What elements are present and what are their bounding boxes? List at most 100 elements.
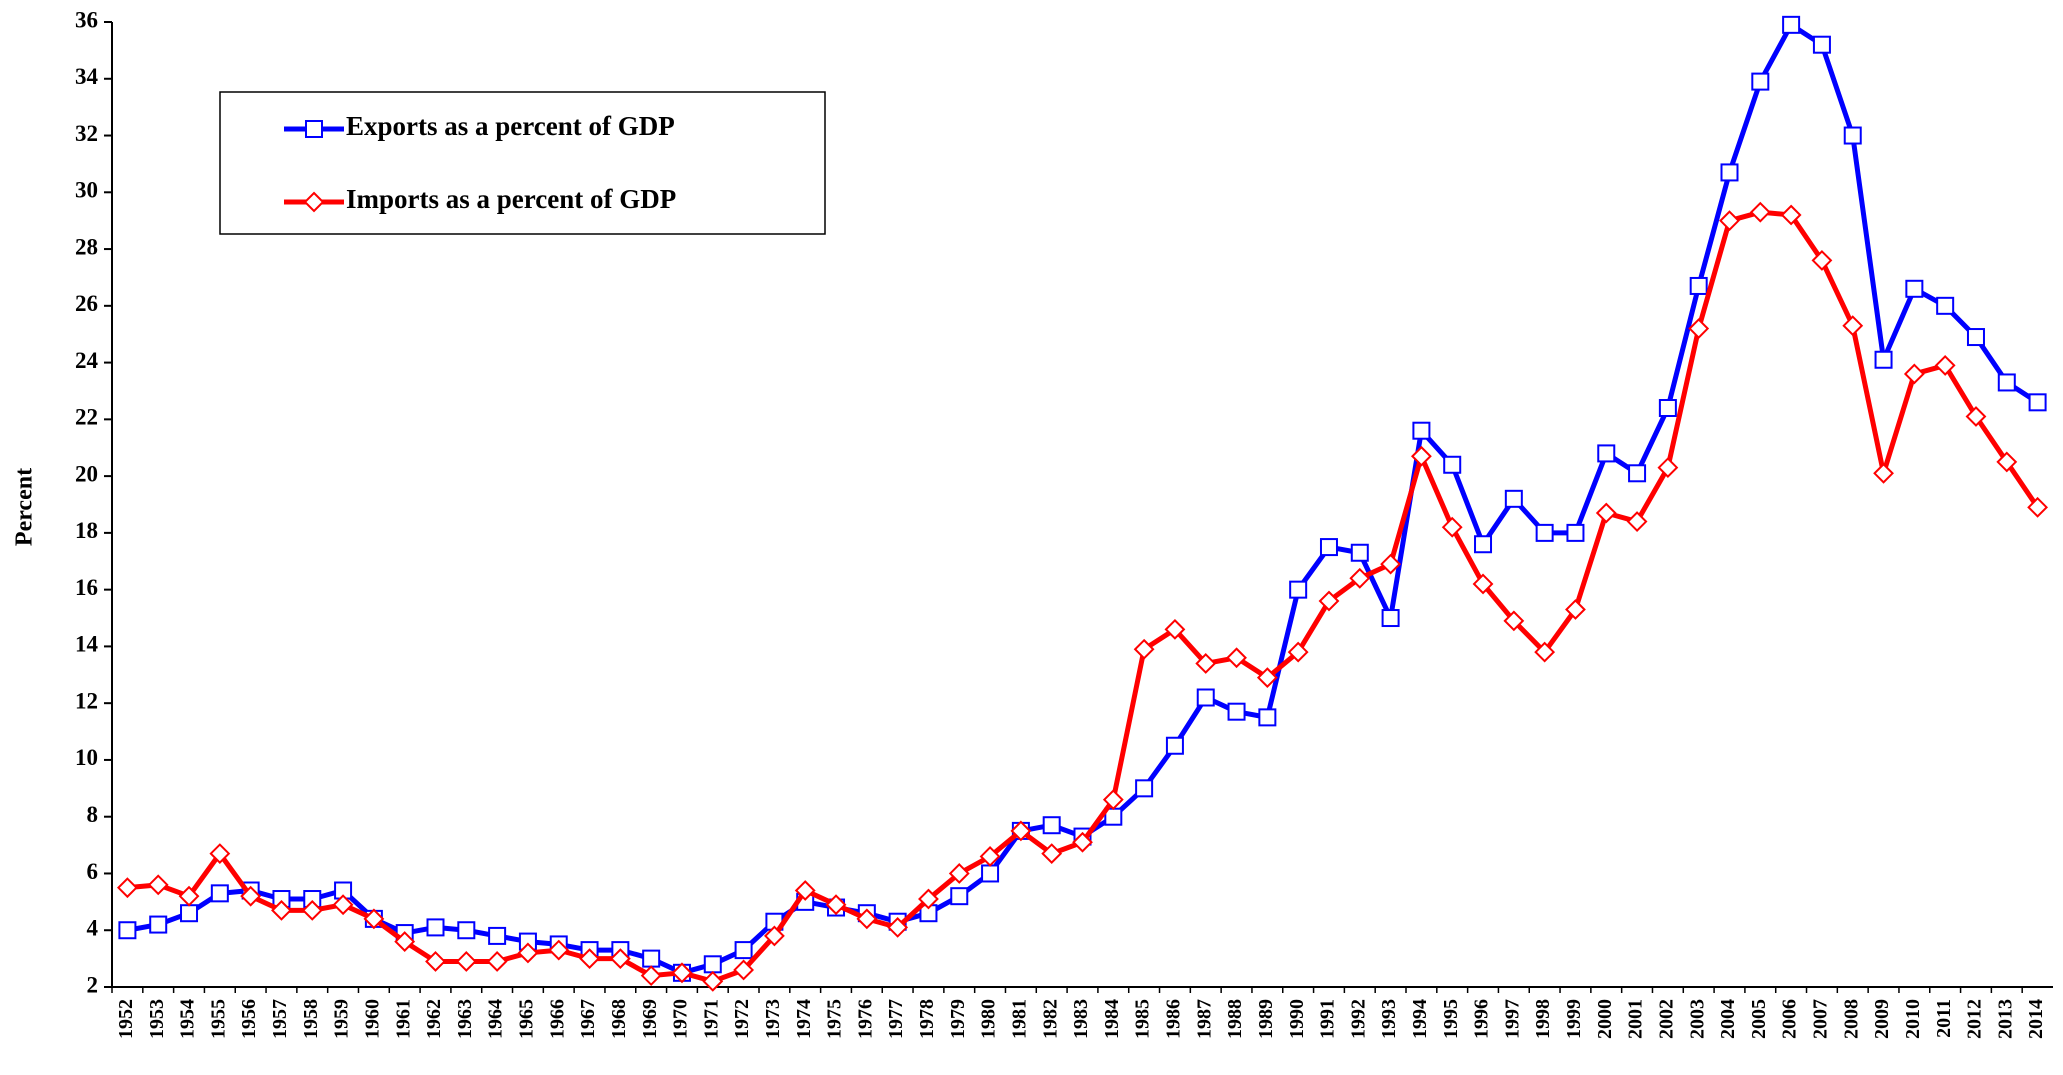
x-tick-label: 1991 xyxy=(1317,999,1339,1039)
x-tick-label: 2011 xyxy=(1933,999,1955,1038)
x-tick-label: 1958 xyxy=(300,999,322,1039)
y-tick-label: 8 xyxy=(87,802,99,827)
marker xyxy=(1965,406,1987,427)
marker xyxy=(1133,638,1155,660)
marker xyxy=(1996,451,2018,473)
marker xyxy=(488,926,507,945)
marker xyxy=(303,191,325,213)
marker xyxy=(116,877,138,899)
marker xyxy=(794,880,816,901)
marker xyxy=(1566,523,1585,542)
marker xyxy=(209,843,231,865)
x-tick-label: 1978 xyxy=(916,999,938,1039)
marker xyxy=(1811,249,1833,271)
series-line xyxy=(127,209,2040,984)
marker xyxy=(271,899,292,921)
marker xyxy=(1472,573,1494,595)
y-tick-label: 6 xyxy=(87,859,99,884)
legend-box xyxy=(219,91,826,235)
marker xyxy=(1812,35,1831,54)
y-tick-label: 24 xyxy=(75,348,99,373)
marker xyxy=(609,948,631,970)
marker xyxy=(548,939,570,961)
y-tick-label: 26 xyxy=(75,291,98,316)
marker xyxy=(1658,399,1677,417)
x-tick-label: 1982 xyxy=(1039,999,1061,1039)
marker xyxy=(1780,204,1802,226)
marker xyxy=(1626,511,1648,532)
x-tick-label: 2010 xyxy=(1902,999,1924,1039)
x-tick-label: 1987 xyxy=(1193,999,1215,1039)
x-tick-label: 1974 xyxy=(793,999,815,1039)
legend-label: Imports as a percent of GDP xyxy=(346,184,676,214)
marker xyxy=(332,894,354,916)
marker xyxy=(1256,667,1278,689)
marker xyxy=(2027,496,2049,518)
y-tick-label: 10 xyxy=(75,745,98,770)
x-tick-label: 1959 xyxy=(331,999,353,1039)
marker xyxy=(579,948,600,970)
marker xyxy=(301,899,323,921)
x-tick-label: 1998 xyxy=(1532,999,1554,1039)
y-tick-label: 36 xyxy=(75,7,98,32)
marker xyxy=(733,959,755,981)
marker xyxy=(1380,553,1402,575)
x-tick-label: 1966 xyxy=(546,999,568,1039)
x-tick-label: 1968 xyxy=(608,999,630,1039)
marker xyxy=(948,863,970,884)
x-tick-label: 1964 xyxy=(485,999,507,1039)
marker xyxy=(486,951,508,972)
x-tick-label: 2000 xyxy=(1594,999,1616,1039)
marker xyxy=(887,916,909,938)
marker xyxy=(1503,610,1525,632)
x-tick-label: 2005 xyxy=(1748,999,1770,1039)
marker xyxy=(1165,736,1184,755)
y-tick-label: 30 xyxy=(75,178,98,203)
y-tick-label: 18 xyxy=(75,518,98,543)
marker xyxy=(305,120,323,138)
marker xyxy=(1597,444,1616,463)
x-tick-label: 1973 xyxy=(762,999,784,1039)
y-axis-label: Percent xyxy=(12,468,38,546)
marker xyxy=(642,949,661,968)
marker xyxy=(1842,315,1864,337)
x-tick-label: 1983 xyxy=(1070,999,1092,1039)
marker xyxy=(1688,318,1710,339)
x-tick-label: 1981 xyxy=(1008,999,1030,1039)
x-tick-label: 1965 xyxy=(516,999,538,1039)
y-tick-label: 34 xyxy=(75,64,99,89)
marker xyxy=(1474,535,1493,554)
x-tick-label: 2006 xyxy=(1779,999,1801,1039)
x-tick-label: 1984 xyxy=(1101,999,1123,1039)
x-tick-label: 2004 xyxy=(1717,999,1739,1039)
marker xyxy=(1997,373,2016,392)
x-tick-label: 1997 xyxy=(1501,999,1523,1039)
marker xyxy=(1903,363,1925,385)
x-tick-label: 2012 xyxy=(1964,999,1986,1039)
marker xyxy=(1287,641,1309,663)
marker xyxy=(210,884,229,903)
x-tick-label: 1952 xyxy=(115,999,137,1039)
marker xyxy=(1719,210,1740,232)
x-tick-label: 1977 xyxy=(885,999,907,1039)
marker xyxy=(1196,688,1215,707)
marker xyxy=(1010,820,1032,842)
x-tick-label: 1960 xyxy=(361,999,383,1039)
marker xyxy=(1410,445,1432,467)
marker xyxy=(1441,516,1463,538)
marker xyxy=(1227,702,1246,721)
marker xyxy=(425,951,446,972)
x-tick-label: 1967 xyxy=(577,999,599,1039)
marker xyxy=(1628,464,1647,483)
x-tick-label: 1985 xyxy=(1132,999,1154,1039)
x-tick-label: 1979 xyxy=(947,999,969,1039)
marker xyxy=(517,942,539,964)
marker xyxy=(1966,328,1985,347)
marker xyxy=(671,962,693,984)
x-tick-label: 2009 xyxy=(1871,999,1893,1039)
x-tick-label: 1972 xyxy=(731,999,753,1039)
marker xyxy=(703,955,722,974)
marker xyxy=(1443,455,1462,474)
marker xyxy=(1535,523,1554,542)
